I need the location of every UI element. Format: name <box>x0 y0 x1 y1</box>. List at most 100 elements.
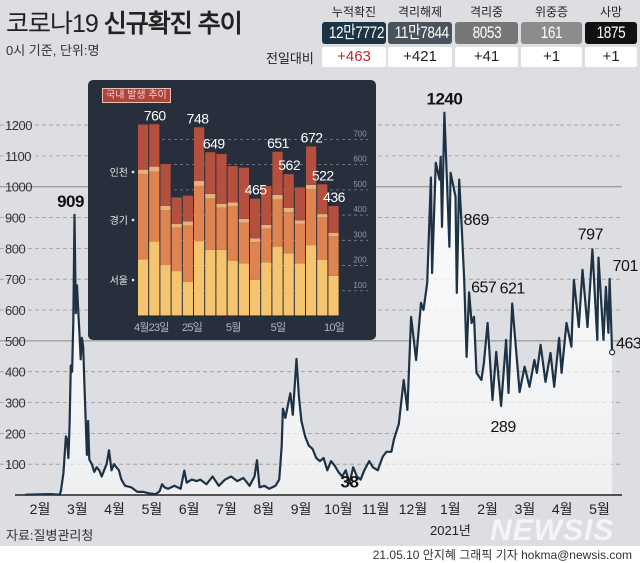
inset-bar <box>328 205 339 316</box>
inset-x-tick-label: 5월 <box>226 321 241 334</box>
x-tick-label: 3월 <box>67 501 88 517</box>
inset-bar <box>294 187 305 316</box>
bar-other <box>160 164 171 206</box>
y-tick-label: 100 <box>5 457 25 472</box>
stat-value-box: 11만7844 <box>388 22 452 44</box>
x-tick-label: 10월 <box>324 501 352 517</box>
inset-bar <box>283 174 294 316</box>
bar-seoul <box>227 260 238 316</box>
x-tick-label: 12월 <box>399 501 427 517</box>
inset-x-tick-label: 25일 <box>182 320 203 334</box>
area-fill <box>25 112 613 495</box>
bar-gyeonggi <box>272 199 283 247</box>
inset-series-marker <box>131 218 135 222</box>
stat-diff: +41 <box>455 47 518 67</box>
bar-incheon <box>194 181 205 187</box>
bar-seoul <box>294 263 305 316</box>
bar-incheon <box>272 194 283 200</box>
inset-y-tick-label: 100 <box>353 281 367 290</box>
annotation-label: 909 <box>57 192 84 211</box>
inset-bar <box>171 197 182 316</box>
inset-bar <box>250 198 261 316</box>
annotation-label: 1240 <box>427 90 463 109</box>
bar-seoul <box>328 275 339 316</box>
inset-y-tick-label: 600 <box>353 155 367 164</box>
bar-seoul <box>283 253 294 316</box>
stat-label: 사망 <box>599 5 623 19</box>
x-tick-label: 11월 <box>362 501 389 517</box>
bar-gyeonggi <box>250 242 261 280</box>
bar-other <box>294 187 305 221</box>
diff-row-label: 전일대비 <box>266 51 314 66</box>
inset-bar <box>238 167 249 316</box>
bar-incheon <box>238 218 249 223</box>
inset-value-label: 465 <box>245 182 268 198</box>
bar-seoul <box>160 265 171 316</box>
bar-incheon <box>328 232 339 237</box>
inset-bar <box>261 186 272 316</box>
stat-value-box: 1875 <box>585 22 637 44</box>
x-tick-label: 2월 <box>477 501 498 517</box>
bar-gyeonggi <box>238 222 249 264</box>
inset-bar <box>194 127 205 316</box>
x-tick-label: 9월 <box>291 501 312 517</box>
inset-value-label: 436 <box>323 189 346 205</box>
inset-bar <box>317 184 328 316</box>
bar-incheon <box>138 169 149 174</box>
annotation-label: 869 <box>464 212 490 229</box>
bar-other <box>272 151 283 195</box>
annotation-label: 463 <box>616 335 640 352</box>
stat-value: 12만7772 <box>328 23 384 42</box>
bar-gyeonggi <box>216 207 227 250</box>
bar-gyeonggi <box>317 217 328 260</box>
x-tick-label: 7월 <box>216 501 237 517</box>
annotation-label: 797 <box>578 226 604 243</box>
bar-other <box>149 124 160 167</box>
stat-label: 격리해제 <box>397 5 443 19</box>
bar-gyeonggi <box>306 189 317 246</box>
bar-seoul <box>182 281 193 316</box>
stat-value: 8053 <box>472 23 501 42</box>
x-tick-label: 1월 <box>440 501 461 517</box>
title-normal: 코로나19 <box>6 10 104 38</box>
bar-incheon <box>306 184 317 190</box>
y-tick-label: 600 <box>5 303 25 318</box>
y-tick-label: 900 <box>5 211 25 226</box>
bar-other <box>238 167 249 219</box>
bar-seoul <box>238 263 249 316</box>
inset-bar <box>149 124 160 316</box>
bar-other <box>306 146 317 185</box>
bar-gyeonggi <box>182 225 193 282</box>
bar-incheon <box>294 220 305 224</box>
bar-gyeonggi <box>328 236 339 276</box>
inset-value-label: 651 <box>267 135 290 151</box>
stat-value-box: 161 <box>521 22 582 44</box>
last-point-marker <box>609 349 616 356</box>
x-tick-label: 8월 <box>253 501 274 517</box>
inset-chart-panel: 국내 발생 추이 100 200 300 400 500 600 700 760 748 649 4… <box>88 80 376 340</box>
bar-other <box>250 198 261 239</box>
bar-other <box>205 152 216 194</box>
y-tick-label: 1100 <box>5 149 31 164</box>
inset-x-tick-label: 4월23일 <box>134 320 169 334</box>
inset-series-label: 서울 <box>110 275 128 287</box>
bar-other <box>227 166 238 203</box>
inset-bar <box>160 164 171 316</box>
inset-value-label: 649 <box>203 135 226 151</box>
title-bold: 신규확진 추이 <box>103 10 243 38</box>
bar-incheon <box>283 207 294 213</box>
bar-incheon <box>160 205 171 211</box>
bar-seoul <box>171 271 182 316</box>
inset-value-label: 672 <box>301 129 324 145</box>
annotation-label: 701 <box>613 258 639 275</box>
inset-y-tick-label: 400 <box>353 205 367 214</box>
bar-seoul <box>205 249 216 316</box>
inset-series-marker <box>131 170 135 174</box>
domestic-stacked-bar-chart: 100 200 300 400 500 600 700 760 748 649 465 651 5626… <box>110 107 368 334</box>
stat-value-box: 12만7772 <box>322 22 386 44</box>
x-tick-label: 6월 <box>179 501 200 517</box>
inset-bar <box>205 152 216 316</box>
inset-series-label: 경기 <box>110 214 128 227</box>
footer-bar <box>0 546 640 563</box>
stat-label: 누적확진 <box>331 5 377 19</box>
